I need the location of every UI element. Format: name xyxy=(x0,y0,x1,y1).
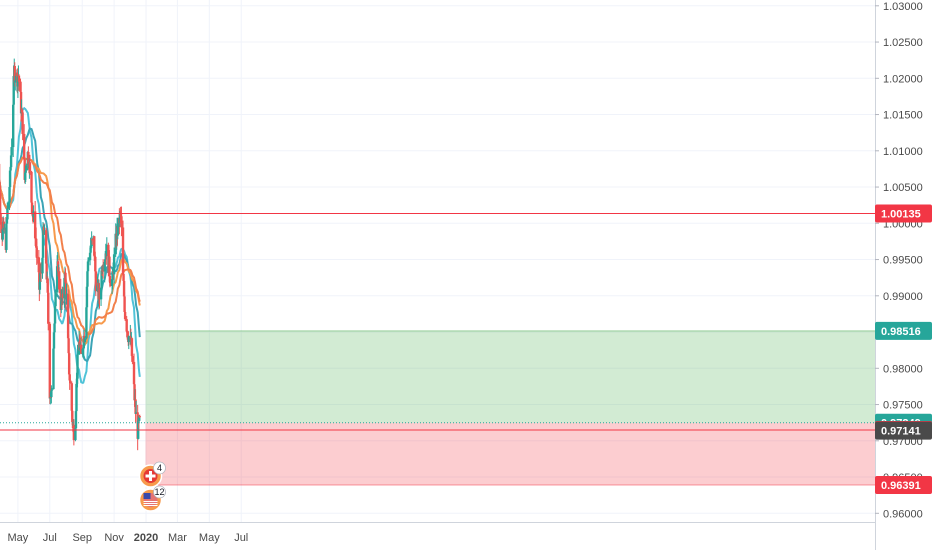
candle-body xyxy=(71,383,73,411)
us-flag-stripe xyxy=(144,505,158,506)
price-label-text: 1.00135 xyxy=(881,209,921,221)
candle-body xyxy=(139,416,141,417)
candle-body xyxy=(120,216,122,227)
candle-body xyxy=(125,319,127,331)
candle-body xyxy=(128,336,130,342)
candle-body xyxy=(29,162,31,172)
moving-average-line xyxy=(0,158,140,345)
candle-body xyxy=(91,239,93,240)
price-tick-label: 1.01000 xyxy=(883,146,923,158)
time-axis[interactable]: May Jul Sep Nov 2020 Mar May Jul xyxy=(0,523,875,545)
candle-body xyxy=(41,258,43,274)
candle-body xyxy=(21,112,23,134)
candle-body xyxy=(84,338,86,342)
candle-body xyxy=(49,324,51,399)
time-tick-label: Mar xyxy=(168,532,187,544)
price-label-text: 0.96391 xyxy=(881,480,921,492)
us-flag-canton xyxy=(144,493,151,499)
price-tick-label: 0.99000 xyxy=(883,291,923,303)
event-markers[interactable]: 4 12 xyxy=(140,462,166,511)
event-count-label: 4 xyxy=(157,463,162,473)
time-tick-label: May xyxy=(8,532,29,544)
candle-body xyxy=(0,213,2,222)
price-tick-label: 0.99500 xyxy=(883,255,923,267)
candle-body xyxy=(58,271,60,289)
candle-body xyxy=(51,389,53,390)
price-tick-label: 1.01500 xyxy=(883,110,923,122)
price-tick-label: 1.00500 xyxy=(883,182,923,194)
candle-body xyxy=(123,296,125,312)
candle-body xyxy=(67,338,69,353)
price-axis[interactable]: 1.03000 1.02500 1.02000 1.01500 1.01000 1.005… xyxy=(875,0,932,550)
price-label-text: 0.97141 xyxy=(881,426,921,438)
candle-body xyxy=(47,293,49,324)
candle-body xyxy=(54,292,56,306)
candle-body xyxy=(21,109,23,112)
candle-body xyxy=(87,260,89,261)
price-tick-label: 1.02000 xyxy=(883,73,923,85)
loss-zone xyxy=(146,423,875,485)
us-flag-stripe xyxy=(144,503,158,504)
candle-body xyxy=(30,172,32,203)
moving-average-line xyxy=(0,108,140,383)
swiss-flag-cross-h xyxy=(146,475,156,478)
candle-body xyxy=(124,312,126,319)
candle-body xyxy=(67,294,69,338)
event-count-label: 12 xyxy=(155,487,165,497)
candle-body xyxy=(69,380,71,383)
candle-body xyxy=(10,155,12,167)
candle-body xyxy=(76,355,78,379)
price-tick-label: 0.96000 xyxy=(883,508,923,520)
candle-body xyxy=(23,134,25,160)
candle-body xyxy=(131,356,133,362)
time-tick-label: May xyxy=(199,532,220,544)
price-tick-label: 0.97500 xyxy=(883,400,923,412)
time-tick-label: Sep xyxy=(72,532,92,544)
time-tick-label: Jul xyxy=(234,532,248,544)
moving-average-line xyxy=(0,129,140,361)
profit-zone xyxy=(146,331,875,423)
price-label-text: 0.98516 xyxy=(881,326,921,338)
position-tool[interactable] xyxy=(146,331,875,485)
time-tick-label: Jul xyxy=(43,532,57,544)
candle-body xyxy=(7,203,9,209)
candle-body xyxy=(38,257,40,272)
moving-averages xyxy=(0,108,140,383)
candle-body xyxy=(25,171,27,173)
candle-body xyxy=(113,254,115,274)
candle-body xyxy=(10,147,12,155)
price-tick-label: 1.03000 xyxy=(883,1,923,13)
candle-body xyxy=(18,76,20,82)
candle-body xyxy=(14,80,16,82)
price-tick-label: 1.02500 xyxy=(883,37,923,49)
time-tick-label: 2020 xyxy=(134,532,158,544)
price-tick-label: 0.98000 xyxy=(883,363,923,375)
us-flag-stripe xyxy=(144,501,158,502)
candle-body xyxy=(25,165,27,170)
time-tick-label: Nov xyxy=(104,532,124,544)
